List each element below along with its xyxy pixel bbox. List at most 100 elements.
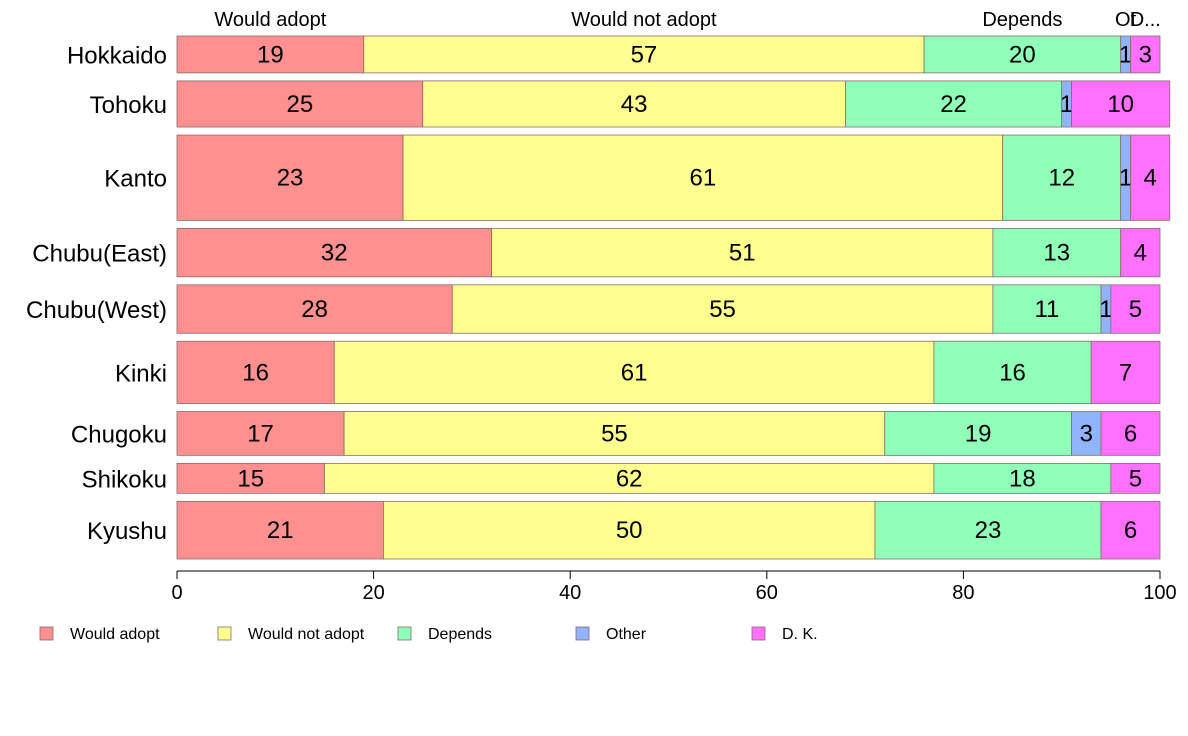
- value-label-chugoku-depends: 19: [965, 420, 992, 447]
- legend-swatch-d-k: [751, 626, 766, 641]
- bar-tohoku-would-adopt: [176, 80, 424, 128]
- value-label-tohoku-would-not-adopt: 43: [621, 91, 648, 118]
- top-label-d-k: D...: [1130, 9, 1161, 31]
- top-label-depends: Depends: [982, 9, 1062, 31]
- bar-chubu-east-depends: [992, 227, 1122, 278]
- value-label-kinki-would-not-adopt: 61: [621, 359, 648, 386]
- legend-label-depends: Depends: [428, 626, 492, 643]
- value-label-chugoku-d-k: 6: [1124, 420, 1137, 447]
- x-tick-label-60: 60: [756, 582, 778, 604]
- value-label-kanto-would-adopt: 23: [277, 165, 304, 192]
- value-label-chubu-west-depends: 11: [1034, 296, 1059, 323]
- value-label-tohoku-would-adopt: 25: [287, 91, 314, 118]
- value-label-chubu-west-would-adopt: 28: [301, 296, 328, 323]
- legend-swatch-depends: [397, 626, 412, 641]
- value-label-chugoku-would-adopt: 17: [247, 420, 274, 447]
- bar-chubu-west-would-adopt: [176, 284, 453, 334]
- value-label-shikoku-d-k: 5: [1129, 465, 1142, 492]
- value-label-chubu-east-would-adopt: 32: [321, 240, 348, 267]
- value-label-chugoku-would-not-adopt: 55: [601, 420, 628, 447]
- legend-swatch-would-not-adopt: [217, 626, 232, 641]
- bar-chubu-east-d-k: [1120, 227, 1161, 278]
- bar-row-tohoku: 25 43 22 1 10: [176, 80, 1171, 128]
- legend: Would adopt Would not adopt Depends Other D.…: [39, 626, 818, 643]
- value-label-chugoku-other: 3: [1080, 420, 1093, 447]
- value-label-hokkaido-other: 1: [1119, 41, 1132, 68]
- bar-row-chubu-east: 32 51 13 4: [176, 227, 1161, 278]
- bar-row-kyushu: 21 50 23 6: [176, 500, 1161, 560]
- category-label-chubu-west: Chubu(West): [26, 297, 167, 324]
- category-label-kanto: Kanto: [104, 166, 167, 193]
- value-label-kyushu-depends: 23: [975, 517, 1002, 544]
- bar-shikoku-depends: [933, 462, 1112, 494]
- x-tick-label-80: 80: [952, 582, 974, 604]
- bar-row-shikoku: 15 62 18 5: [176, 462, 1161, 494]
- bar-chubu-east-would-adopt: [176, 227, 492, 278]
- legend-item-would-not-adopt: Would not adopt: [217, 626, 365, 643]
- category-label-chugoku: Chugoku: [71, 421, 167, 448]
- value-label-chubu-west-other: 1: [1099, 296, 1112, 323]
- value-label-hokkaido-would-adopt: 19: [257, 41, 284, 68]
- bar-chugoku-d-k: [1100, 411, 1161, 456]
- category-label-chubu-east: Chubu(East): [32, 241, 167, 268]
- category-label-kinki: Kinki: [115, 360, 167, 387]
- legend-label-would-not-adopt: Would not adopt: [248, 626, 365, 643]
- legend-label-d-k: D. K.: [782, 626, 818, 643]
- bar-chubu-east-would-not-adopt: [491, 227, 994, 278]
- bar-kanto-would-adopt: [176, 134, 404, 221]
- value-label-chubu-east-d-k: 4: [1134, 240, 1147, 267]
- legend-swatch-other: [575, 626, 590, 641]
- bar-tohoku-would-not-adopt: [422, 80, 846, 128]
- bar-row-hokkaido: 19 57 20 1 3: [176, 35, 1161, 74]
- value-label-chubu-west-would-not-adopt: 55: [709, 296, 736, 323]
- top-series-labels: Would adopt Would not adopt Depends OtD...: [214, 9, 1160, 31]
- category-labels: Hokkaido Tohoku Kanto Chubu(East) Chubu(West…: [26, 42, 167, 545]
- value-label-kanto-d-k: 4: [1143, 165, 1156, 192]
- bar-hokkaido-d-k: [1130, 35, 1161, 74]
- bar-shikoku-d-k: [1110, 462, 1161, 494]
- value-label-kinki-d-k: 7: [1119, 359, 1132, 386]
- bar-hokkaido-would-not-adopt: [363, 35, 925, 74]
- value-label-kinki-would-adopt: 16: [242, 359, 269, 386]
- legend-swatch-would-adopt: [39, 626, 54, 641]
- value-label-tohoku-depends: 22: [940, 91, 967, 118]
- legend-item-d-k: D. K.: [751, 626, 818, 643]
- x-axis: 0 20 40 60 80 100: [171, 570, 1177, 604]
- bar-kanto-would-not-adopt: [402, 134, 1004, 221]
- bar-shikoku-would-adopt: [176, 462, 325, 494]
- bar-chugoku-other: [1071, 411, 1102, 456]
- bar-chubu-west-depends: [992, 284, 1102, 334]
- bar-kyushu-would-not-adopt: [383, 500, 876, 560]
- value-label-chubu-east-would-not-adopt: 51: [729, 240, 756, 267]
- value-label-chubu-east-depends: 13: [1043, 240, 1070, 267]
- x-tick-label-0: 0: [171, 582, 182, 604]
- value-label-chubu-west-d-k: 5: [1129, 296, 1142, 323]
- bar-kanto-d-k: [1130, 134, 1171, 221]
- bar-kinki-d-k: [1090, 340, 1161, 404]
- bar-row-kanto: 23 61 12 1 4: [176, 134, 1171, 221]
- value-label-shikoku-would-adopt: 15: [237, 465, 264, 492]
- bar-kanto-depends: [1002, 134, 1122, 221]
- x-tick-label-40: 40: [559, 582, 581, 604]
- legend-label-other: Other: [606, 626, 647, 643]
- bar-kyushu-d-k: [1100, 500, 1161, 560]
- bar-chubu-west-d-k: [1110, 284, 1161, 334]
- value-label-shikoku-depends: 18: [1009, 465, 1036, 492]
- top-label-other: Ot: [1115, 9, 1137, 31]
- category-label-hokkaido: Hokkaido: [67, 42, 167, 69]
- value-label-tohoku-d-k: 10: [1107, 91, 1134, 118]
- value-label-hokkaido-depends: 20: [1009, 41, 1036, 68]
- x-tick-label-100: 100: [1143, 582, 1176, 604]
- x-tick-label-20: 20: [362, 582, 384, 604]
- bar-chubu-west-would-not-adopt: [451, 284, 994, 334]
- bar-kinki-depends: [933, 340, 1092, 404]
- bar-row-kinki: 16 61 16 7: [176, 340, 1161, 404]
- value-label-kanto-depends: 12: [1048, 165, 1075, 192]
- value-label-kyushu-would-not-adopt: 50: [616, 517, 643, 544]
- top-label-would-adopt: Would adopt: [214, 9, 326, 31]
- bar-tohoku-d-k: [1071, 80, 1171, 128]
- bar-row-chubu-west: 28 55 11 1 5: [176, 284, 1161, 334]
- value-label-kyushu-would-adopt: 21: [267, 517, 294, 544]
- bar-kinki-would-adopt: [176, 340, 335, 404]
